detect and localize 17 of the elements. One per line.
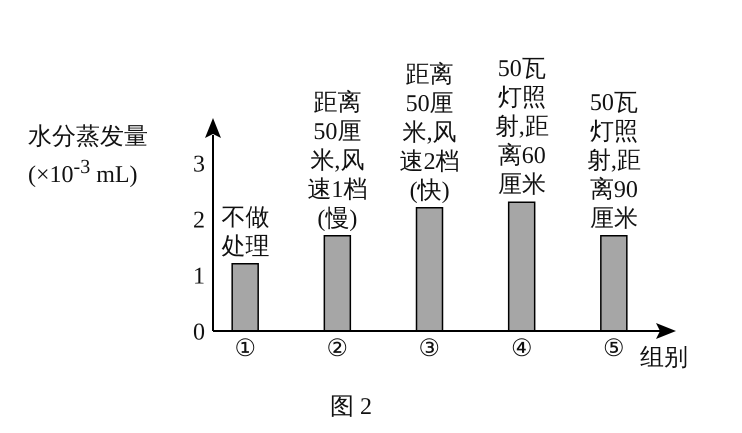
annotation: 距离50厘米,风速1档(慢) <box>307 88 368 232</box>
x-tick-label: ③ <box>418 336 441 362</box>
x-tick-label: ④ <box>510 336 533 362</box>
x-axis-title: 组别 <box>640 344 688 373</box>
annotation: 50瓦灯照射,距离90厘米 <box>586 90 641 232</box>
x-tick-label: ① <box>234 336 256 362</box>
annotation: 50瓦灯照射,距离60厘米 <box>494 56 549 198</box>
y-tick-label: 3 <box>193 152 205 178</box>
x-tick-label: ② <box>326 336 348 362</box>
text: 图 2 <box>329 393 373 422</box>
x-tick-label: ⑤ <box>602 336 625 362</box>
annotation: 不做处理 <box>221 204 270 260</box>
annotation: 距离50厘米,风速2档(快) <box>400 60 460 204</box>
y-axis-title: 水分蒸发量 (×10$^{-3}$ mL) <box>28 123 148 190</box>
y-tick-label: 1 <box>193 264 205 290</box>
y-tick-label: 2 <box>193 208 205 234</box>
y-tick-label: 0 <box>193 320 205 346</box>
